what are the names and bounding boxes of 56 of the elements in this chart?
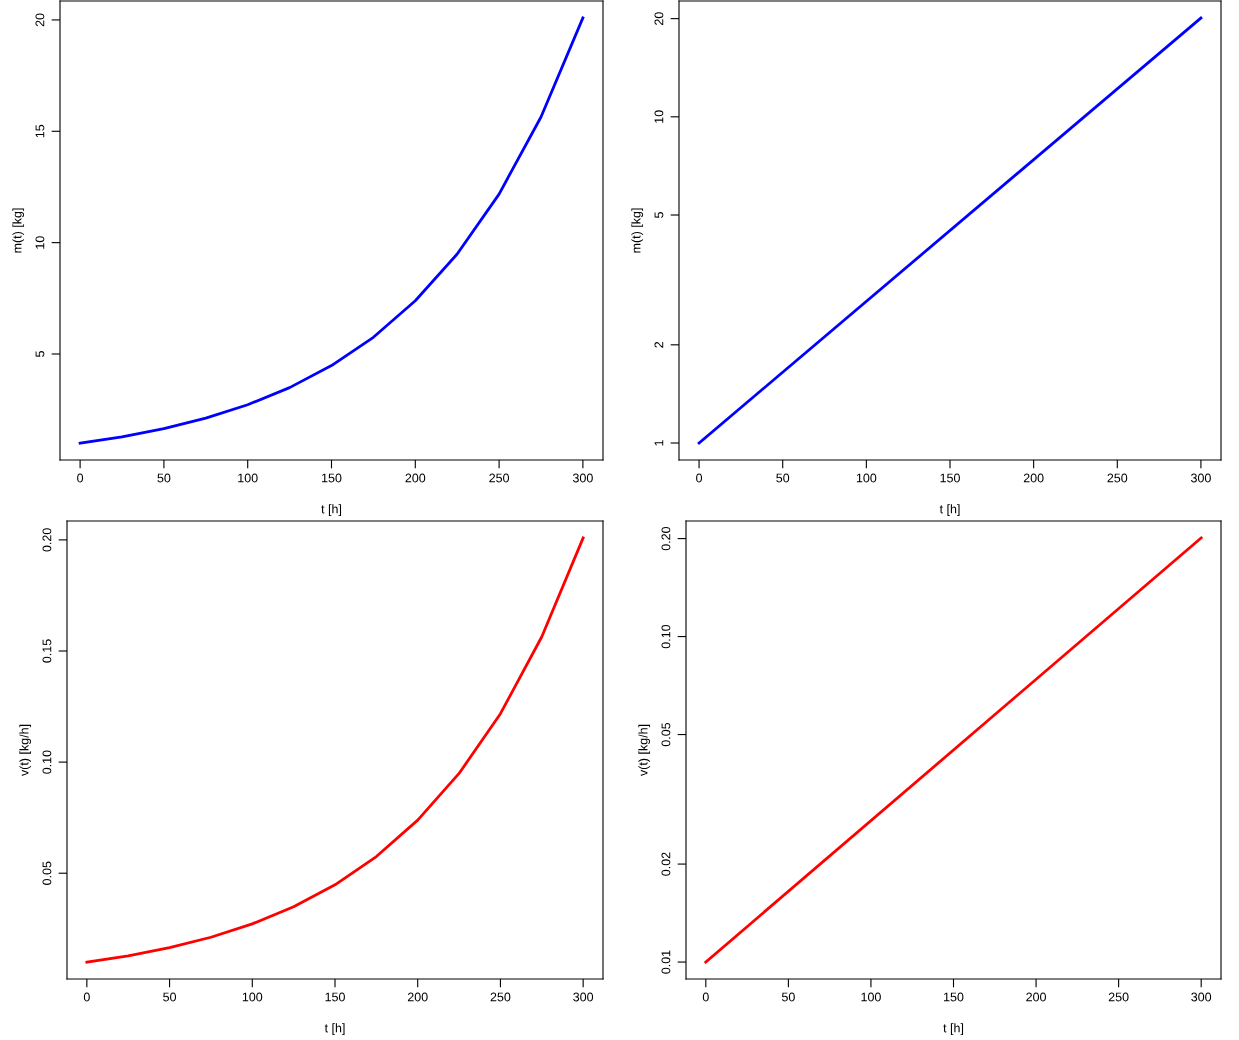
y-tick-label: 0.02 — [661, 852, 671, 876]
x-tick-label: 0 — [77, 473, 84, 483]
x-tick-label: 150 — [940, 473, 960, 483]
y-tick-label: 0.15 — [42, 639, 52, 663]
y-tick-label: 0.20 — [42, 528, 52, 552]
x-tick-label: 100 — [238, 473, 258, 483]
x-tick-label: 0 — [696, 473, 703, 483]
x-tick-label: 200 — [405, 473, 426, 483]
x-tick-label: 50 — [163, 992, 177, 1002]
x-tick-label: 50 — [781, 992, 795, 1002]
y-tick-label: 15 — [35, 124, 45, 138]
x-tick-label: 150 — [322, 473, 342, 483]
y-axis-title: v(t) [kg/h] — [19, 724, 32, 776]
x-tick-label: 50 — [157, 473, 171, 483]
x-tick-label: 150 — [325, 992, 345, 1002]
y-tick-label: 20 — [35, 13, 45, 27]
x-axis-title: t [h] — [321, 504, 342, 516]
y-tick-label: 5 — [35, 351, 45, 357]
x-tick-label: 250 — [1107, 473, 1128, 483]
x-tick-label: 250 — [490, 992, 511, 1002]
y-tick-label: 10 — [35, 236, 45, 249]
x-tick-label: 100 — [856, 473, 877, 483]
x-tick-label: 100 — [242, 992, 263, 1002]
y-tick-label: 10 — [654, 110, 664, 123]
x-tick-label: 200 — [1023, 473, 1044, 483]
y-tick-label: 0.10 — [661, 624, 671, 649]
y-tick-label: 0.01 — [661, 950, 671, 974]
x-axis-title: t [h] — [943, 1023, 964, 1035]
y-tick-label: 5 — [654, 212, 664, 218]
x-axis-title: t [h] — [324, 1023, 345, 1035]
x-tick-label: 300 — [572, 473, 593, 483]
x-tick-label: 150 — [944, 992, 964, 1002]
x-tick-label: 250 — [489, 473, 510, 483]
line-series — [85, 536, 585, 964]
x-tick-label: 300 — [573, 992, 594, 1002]
x-tick-label: 300 — [1191, 992, 1212, 1002]
y-tick-label: 0.05 — [42, 861, 52, 885]
y-axis-title: v(t) [kg/h] — [638, 724, 651, 776]
x-tick-label: 250 — [1108, 992, 1129, 1002]
x-tick-label: 200 — [1026, 992, 1046, 1002]
x-tick-label: 200 — [407, 992, 428, 1002]
x-tick-label: 50 — [776, 473, 790, 483]
x-axis-title: t [h] — [939, 504, 960, 516]
y-tick-label: 2 — [654, 341, 664, 348]
y-tick-label: 1 — [654, 440, 664, 446]
y-tick-label: 20 — [654, 12, 664, 25]
y-axis-title: m(t) [kg] — [12, 208, 25, 253]
x-tick-label: 0 — [83, 992, 90, 1002]
x-tick-label: 300 — [1190, 473, 1211, 483]
line-series — [78, 16, 585, 445]
y-tick-label: 0.10 — [42, 750, 52, 774]
y-tick-label: 0.05 — [661, 722, 671, 747]
x-tick-label: 0 — [702, 992, 709, 1002]
y-tick-label: 0.20 — [661, 526, 671, 551]
y-axis-title: m(t) [kg] — [631, 208, 644, 253]
x-tick-label: 100 — [861, 992, 881, 1002]
